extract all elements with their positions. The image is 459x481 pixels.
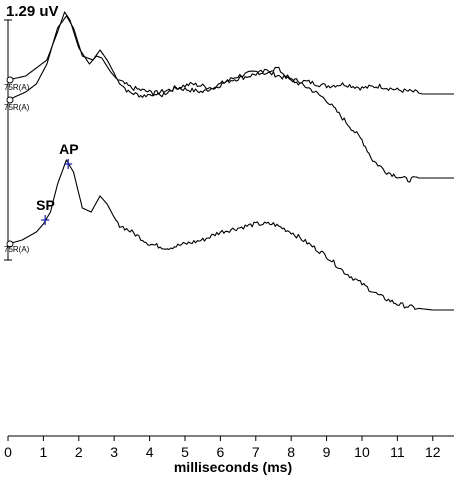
trace-start-marker [6,240,14,248]
waveform-traces: 75R(A) 75R(A) 75R(A) [4,11,454,311]
x-tick-label: 4 [146,444,154,460]
waveform-trace-2 [7,15,454,183]
x-tick-label: 2 [75,444,83,460]
ap-marker-label: AP [59,141,78,157]
x-tick-label: 5 [181,444,189,460]
x-tick-label: 0 [4,444,12,460]
x-tick-label: 3 [110,444,118,460]
trace-label: 75R(A) [4,245,30,254]
x-tick-label: 7 [252,444,260,460]
sp-marker-label: SP [36,197,55,213]
x-tick-label: 1 [39,444,47,460]
trace-start-marker [6,76,14,84]
trace-start-marker [6,96,14,104]
x-tick-label: 12 [425,444,441,460]
peak-markers: SP AP [36,141,79,225]
waveform-trace-3 [7,159,454,311]
trace-label: 75R(A) [4,83,30,92]
x-tick-label: 9 [323,444,331,460]
trace-label: 75R(A) [4,103,30,112]
x-tick-label: 10 [354,444,370,460]
x-tick-label: 11 [390,444,405,460]
x-axis-ticks: 0 1 2 3 4 5 6 7 8 9 10 11 12 [4,436,441,460]
x-tick-label: 6 [216,444,224,460]
scale-label: 1.29 uV [6,3,59,20]
waveform-trace-1 [7,11,454,98]
x-axis-title: milliseconds (ms) [174,459,292,475]
x-tick-label: 8 [287,444,295,460]
